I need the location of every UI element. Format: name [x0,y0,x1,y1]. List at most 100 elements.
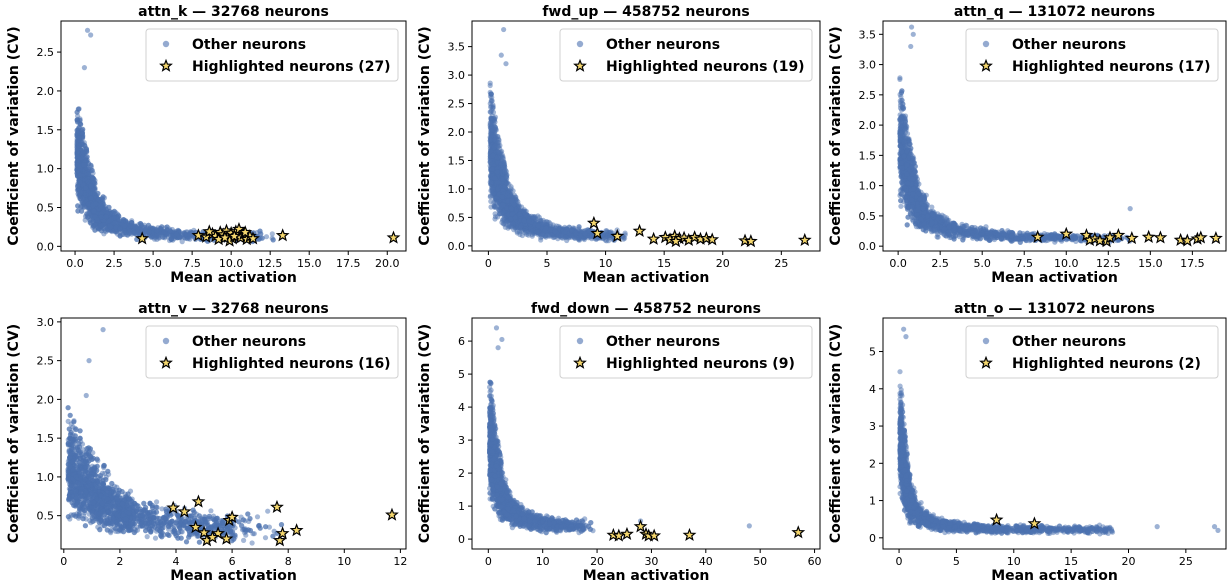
x-tick-label: 15.0 [297,257,322,270]
chart-panel-1: 0.0 2.5 5.0 7.5 10.0 12.5 15.0 17.5 20.00.00.51.… [6,4,407,286]
y-tick-label: 2.0 [448,126,466,139]
other-neuron-point [75,183,81,189]
other-neuron-point [562,229,569,235]
other-neuron-point [98,202,104,209]
other-neuron-point [491,144,497,150]
other-neuron-point [531,214,538,220]
other-neuron-point [492,114,498,120]
other-neuron-point [521,218,527,224]
other-neuron-point [497,210,503,217]
y-tick-label: 2.5 [37,46,55,59]
other-neuron-point [83,148,90,154]
other-neuron-point [76,124,82,131]
y-tick-label: 1.5 [37,124,55,137]
legend-other-marker [576,40,584,48]
other-neuron-point [518,223,524,229]
other-neuron-point [490,152,496,159]
panel-title: attn_k — 32768 neurons [138,4,329,20]
other-neuron-point [117,233,123,239]
other-neuron-point [489,98,495,104]
other-neuron-point [622,230,628,236]
other-neuron-point [508,206,514,212]
y-tick-label: 1.0 [448,183,466,196]
other-neuron-point [488,104,494,110]
axes-frame [60,20,407,252]
other-neuron-point [75,203,81,209]
legend-highlight-marker [159,58,173,72]
other-neuron-point [516,229,523,235]
other-neuron-point [492,175,498,181]
other-neuron-point [504,192,511,198]
other-neuron-point [83,185,89,191]
y-tick-label: 1.5 [448,154,466,167]
y-tick-label: 2.5 [448,98,466,111]
other-neuron-outlier [503,61,509,67]
y-tick-label: 0.0 [448,240,466,253]
other-neuron-point [138,221,144,227]
x-tick-label: 17.5 [336,257,361,270]
x-axis-label: Mean activation [170,270,297,286]
other-neuron-point [489,166,495,172]
other-neuron-point [514,219,520,226]
highlighted-neuron-star [191,228,206,242]
x-tick-label: 15 [657,257,671,270]
other-neuron-point [490,187,496,193]
other-neuron-point [499,194,505,200]
other-neuron-point [494,169,500,175]
other-neuron-point [106,204,112,210]
other-neuron-point [146,229,152,235]
x-tick-label: 10 [599,257,613,270]
y-tick-label: 3.5 [448,41,466,54]
x-tick-label: 2.5 [105,257,123,270]
x-tick-label: 20 [716,257,730,270]
x-tick-label: 20.0 [375,257,400,270]
other-neuron-point [510,188,516,194]
highlighted-neuron-star [227,228,242,243]
other-neuron-point [74,109,80,115]
legend-highlight-marker [573,58,587,72]
other-neuron-outlier [498,52,504,58]
other-neuron-point [160,234,166,240]
other-neuron-point [503,174,509,180]
y-tick-label: 0.5 [37,201,55,214]
legend-box [145,28,399,82]
highlighted-neuron-star [275,228,290,242]
other-neuron-point [90,203,96,209]
other-neuron-point [487,194,493,200]
other-neuron-point [75,162,81,168]
highlighted-neuron-star [232,221,246,236]
other-neuron-point [552,229,558,235]
other-neuron-point [495,148,501,154]
highlighted-neuron-star [202,224,217,238]
other-neuron-point [168,236,175,242]
highlighted-neuron-star [668,234,683,248]
other-neuron-point [269,231,275,237]
other-neuron-point [95,196,102,202]
other-neuron-point [492,119,498,125]
highlighted-neuron-star [646,231,661,245]
other-neuron-point [542,228,548,234]
other-neuron-point [600,232,606,238]
legend-highlight-label: Highlighted neurons (19) [606,59,805,75]
highlighted-neuron-star [386,230,401,244]
other-neuron-point [179,232,185,238]
x-tick-label: 10.0 [219,257,244,270]
other-neuron-point [113,224,119,230]
other-neuron-point [90,175,96,181]
other-neuron-point [488,204,494,210]
other-neuron-point [500,156,506,162]
x-tick-label: 12.5 [258,257,283,270]
other-neuron-point [95,190,101,197]
other-neuron-point [121,228,127,234]
other-neuron-point [516,203,523,209]
other-neuron-point [99,228,105,234]
other-neuron-point [510,220,516,226]
chart-panel-2: 0 5 10 15 20 250.00.51.01.52.02.53.03.5fwd_up… [417,4,821,286]
other-neurons-points [897,24,1133,245]
panel-title: fwd_up — 458752 neurons [542,4,749,20]
highlighted-neuron-star [218,230,232,244]
y-tick-label: 3.0 [448,69,466,82]
x-tick-label: 5.0 [144,257,162,270]
